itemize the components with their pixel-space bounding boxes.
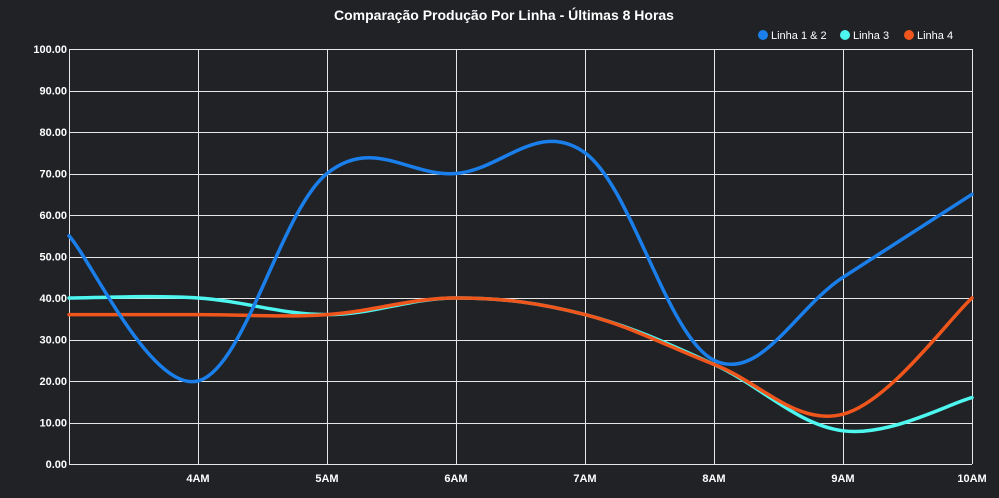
y-tick-label: 60.00 [39,210,67,222]
y-tick-label: 70.00 [39,169,67,181]
legend-marker [758,30,768,40]
y-tick-label: 30.00 [39,335,67,347]
y-axis-ticks: 0.00 10.00 20.00 30.00 40.00 50.00 60.00 70.00 8… [33,44,67,471]
legend-label: Linha 4 [917,30,953,42]
y-tick-label: 20.00 [39,376,67,388]
x-axis-ticks: 4AM 5AM 6AM 7AM 8AM 9AM 10AM [186,473,986,485]
chart-title: Comparação Produção Por Linha - Últimas … [334,6,674,23]
legend-item-linha-3[interactable]: Linha 3 [840,30,889,42]
legend-item-linha-1-2[interactable]: Linha 1 & 2 [758,30,827,42]
legend-label: Linha 3 [853,30,889,42]
legend[interactable]: Linha 1 & 2 Linha 3 Linha 4 [758,30,953,42]
legend-marker [904,30,914,40]
x-tick-label: 10AM [957,473,986,485]
series-line-linha-4 [67,296,974,418]
y-tick-label: 0.00 [46,459,67,471]
series-line-linha-3 [67,294,974,434]
y-tick-label: 90.00 [39,86,67,98]
series-lines [67,139,974,434]
legend-item-linha-4[interactable]: Linha 4 [904,30,953,42]
y-tick-label: 50.00 [39,252,67,264]
x-tick-label: 4AM [186,473,209,485]
y-tick-label: 80.00 [39,127,67,139]
legend-label: Linha 1 & 2 [771,30,827,42]
grid [69,49,973,465]
y-tick-label: 100.00 [33,44,67,56]
x-tick-label: 8AM [702,473,725,485]
x-tick-label: 6AM [444,473,467,485]
y-tick-label: 10.00 [39,418,67,430]
x-tick-label: 9AM [831,473,854,485]
series-line-linha-1-2 [67,139,974,384]
legend-marker [840,30,850,40]
y-tick-label: 40.00 [39,293,67,305]
x-tick-label: 5AM [315,473,338,485]
x-tick-label: 7AM [573,473,596,485]
